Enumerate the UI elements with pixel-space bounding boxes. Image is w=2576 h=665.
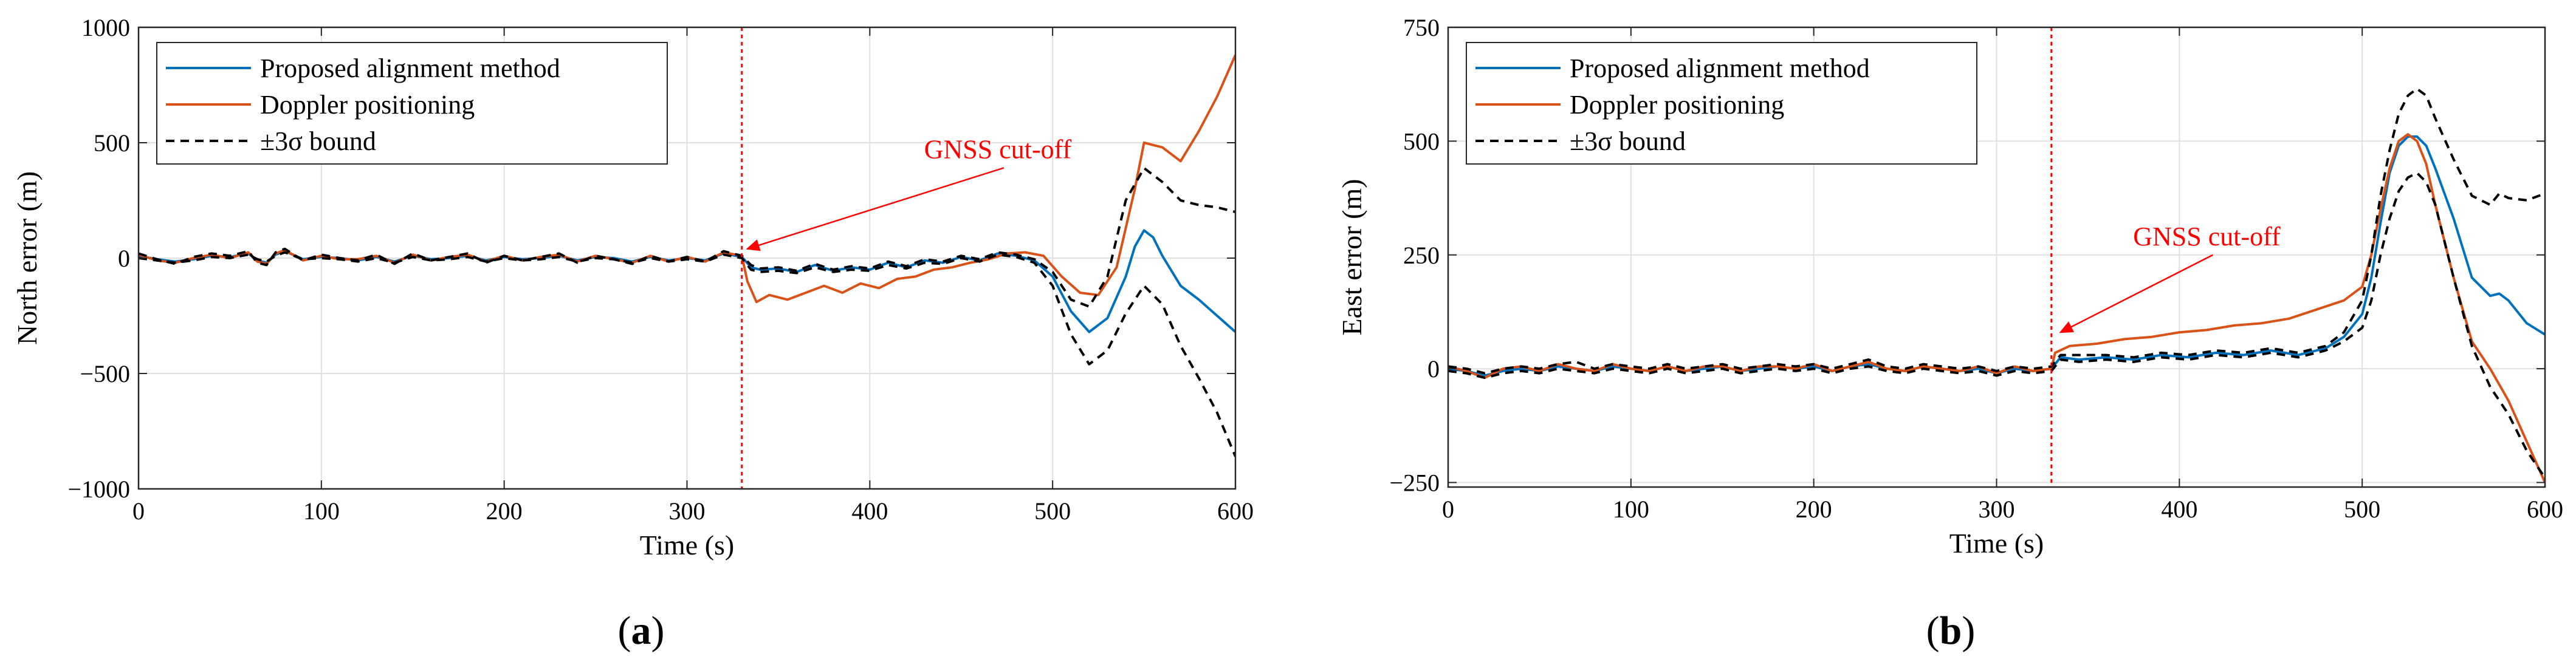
y-tick-label: −1000 bbox=[67, 476, 130, 503]
legend-entry: Proposed alignment method bbox=[1570, 53, 1870, 83]
y-axis-label: North error (m) bbox=[12, 171, 43, 345]
x-tick-label: 400 bbox=[2161, 496, 2197, 523]
x-axis-label: Time (s) bbox=[640, 530, 735, 561]
annotation-arrow bbox=[2059, 254, 2214, 333]
panel-label-letter: a bbox=[631, 609, 651, 653]
y-tick-label: 1000 bbox=[81, 14, 130, 41]
legend: Proposed alignment method Doppler positio… bbox=[1466, 42, 1977, 165]
series-line-doppler-positioning bbox=[1448, 133, 2545, 483]
annotation-gnss-cutoff: GNSS cut-off bbox=[2133, 222, 2281, 251]
y-tick-label: 0 bbox=[118, 245, 130, 272]
x-tick-label: 200 bbox=[486, 497, 523, 525]
x-tick-label: 400 bbox=[851, 497, 888, 525]
legend: Proposed alignment method Doppler positio… bbox=[156, 42, 668, 165]
legend-entry: ±3σ bound bbox=[260, 126, 376, 156]
series-line-3-bound-lower bbox=[1448, 171, 2545, 479]
x-tick-label: 600 bbox=[1217, 497, 1254, 525]
annotation-gnss-cutoff: GNSS cut-off bbox=[924, 134, 1072, 164]
x-tick-label: 0 bbox=[132, 497, 145, 525]
y-tick-label: 0 bbox=[1427, 355, 1440, 383]
y-axis-label: East error (m) bbox=[1336, 179, 1367, 336]
y-tick-label: 500 bbox=[94, 129, 130, 157]
x-tick-label: 100 bbox=[303, 497, 340, 525]
x-tick-label: 500 bbox=[1034, 497, 1071, 525]
chart-panel-a: 0 100 200 300 400 500 600 −1000 −500 0 500 1000 Tim… bbox=[12, 14, 1254, 653]
y-tick-label: 750 bbox=[1403, 14, 1440, 41]
x-tick-label: 200 bbox=[1796, 496, 1832, 523]
y-tick-label: −500 bbox=[80, 360, 130, 387]
x-tick-label: 300 bbox=[669, 497, 706, 525]
x-tick-label: 100 bbox=[1613, 496, 1649, 523]
panel-label-letter: b bbox=[1940, 609, 1962, 653]
x-axis-label: Time (s) bbox=[1949, 528, 2044, 559]
x-tick-label: 0 bbox=[1442, 496, 1454, 523]
series-line-3-bound bbox=[1448, 87, 2545, 375]
legend-entry: Proposed alignment method bbox=[260, 53, 560, 83]
annotation-arrow bbox=[746, 167, 1005, 251]
panel-label-a: (a) bbox=[618, 609, 665, 653]
legend-entry: Doppler positioning bbox=[260, 90, 475, 120]
x-tick-label: 600 bbox=[2527, 496, 2563, 523]
y-tick-label: −250 bbox=[1389, 469, 1440, 497]
y-tick-label: 500 bbox=[1403, 128, 1440, 155]
panel-label-b: (b) bbox=[1926, 609, 1976, 653]
legend-entry: Doppler positioning bbox=[1570, 90, 1784, 120]
series-line-3-bound bbox=[139, 166, 1235, 308]
x-tick-label: 300 bbox=[1979, 496, 2015, 523]
legend-entry: ±3σ bound bbox=[1570, 126, 1686, 156]
series-line-3-bound-lower bbox=[139, 251, 1235, 457]
x-tick-label: 500 bbox=[2344, 496, 2380, 523]
y-tick-label: 250 bbox=[1403, 242, 1440, 269]
